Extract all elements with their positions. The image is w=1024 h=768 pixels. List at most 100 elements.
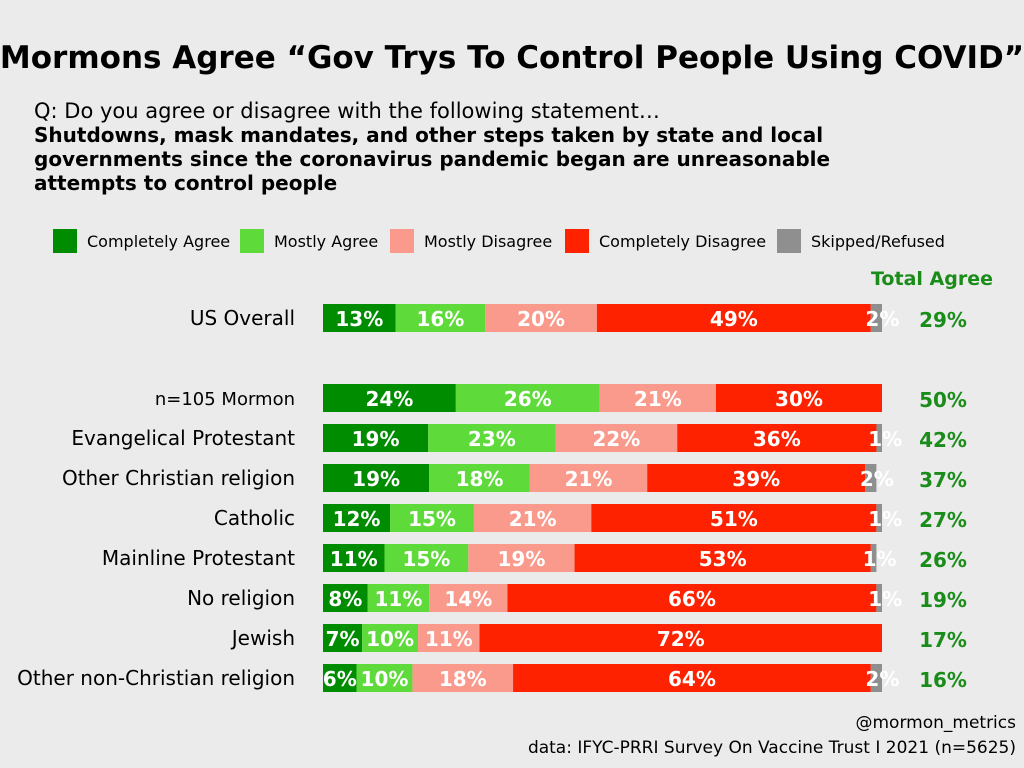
bar-segment — [323, 624, 363, 652]
bar-value-label: 22% — [592, 427, 640, 451]
bar-value-label: 15% — [402, 547, 450, 571]
legend: Completely Agree Mostly Agree Mostly Disag… — [53, 229, 945, 253]
bar-segment — [529, 464, 648, 492]
bar-segment — [876, 424, 882, 452]
bar-segment — [428, 424, 556, 452]
bar-value-label: 72% — [657, 627, 705, 651]
bar-value-label: 1% — [863, 547, 897, 571]
total-agree-value: 27% — [919, 508, 967, 532]
question-text: Q: Do you agree or disagree with the fol… — [34, 99, 660, 123]
legend-swatch — [240, 229, 264, 253]
bar-segment — [485, 304, 597, 332]
bar-value-label: 10% — [366, 627, 414, 651]
category-label: Other Christian religion — [62, 466, 295, 490]
bar-value-label: 6% — [323, 667, 357, 691]
bar-segment — [647, 464, 866, 492]
bar-segment — [555, 424, 678, 452]
total-agree-value: 37% — [919, 468, 967, 492]
bar-value-label: 36% — [753, 427, 801, 451]
category-label: Evangelical Protestant — [71, 426, 295, 450]
category-label: Catholic — [214, 506, 295, 530]
bar-value-label: 39% — [732, 467, 780, 491]
bar-value-label: 26% — [504, 387, 552, 411]
total-agree-value: 26% — [919, 548, 967, 572]
bar-value-label: 7% — [326, 627, 360, 651]
bar-value-label: 19% — [352, 467, 400, 491]
total-agree-value: 50% — [919, 388, 967, 412]
bar-segment — [574, 544, 871, 572]
bar-value-label: 18% — [439, 667, 487, 691]
category-label: n=105 Mormon — [155, 389, 295, 410]
bar-value-label: 23% — [468, 427, 516, 451]
bar-value-label: 66% — [668, 587, 716, 611]
bar-segment — [870, 664, 882, 692]
statement-line-1: Shutdowns, mask mandates, and other step… — [34, 123, 823, 147]
bar-segment — [412, 664, 514, 692]
bar-segment — [876, 584, 882, 612]
bar-segment — [677, 424, 877, 452]
bar-segment — [395, 304, 486, 332]
chart-title: Mormons Agree “Gov Trys To Control Peopl… — [0, 40, 1024, 76]
bar-value-label: 64% — [668, 667, 716, 691]
bar-segment — [870, 544, 877, 572]
bar-segment — [362, 624, 419, 652]
bar-value-label: 1% — [868, 427, 902, 451]
bar-value-label: 10% — [361, 667, 409, 691]
bar-segment — [323, 424, 429, 452]
bar-segment — [468, 544, 575, 572]
bar-value-label: 21% — [634, 387, 682, 411]
bar-segment — [870, 304, 882, 332]
bar-segment — [473, 504, 592, 532]
bar-segment — [323, 664, 357, 692]
bar-segment — [390, 504, 474, 532]
statement-line-3: attempts to control people — [34, 171, 337, 195]
bar-value-label: 51% — [710, 507, 758, 531]
bar-segment — [599, 384, 716, 412]
bar-value-label: 8% — [328, 587, 362, 611]
bar-segment — [513, 664, 871, 692]
bar-value-label: 53% — [699, 547, 747, 571]
bar-value-label: 18% — [456, 467, 504, 491]
bar-segment — [865, 464, 877, 492]
bar-value-label: 13% — [335, 307, 383, 331]
total-agree-value: 42% — [919, 428, 967, 452]
bar-value-label: 21% — [509, 507, 557, 531]
bar-segment — [418, 624, 480, 652]
bar-value-label: 11% — [330, 547, 378, 571]
bar-value-label: 30% — [775, 387, 823, 411]
statement-line-2: governments since the coronavirus pandem… — [34, 147, 830, 171]
bar-value-label: 19% — [352, 427, 400, 451]
bar-segment — [479, 624, 882, 652]
bar-value-label: 21% — [565, 467, 613, 491]
legend-label: Completely Agree — [87, 232, 230, 251]
source-note: data: IFYC-PRRI Survey On Vaccine Trust … — [528, 738, 1016, 758]
bar-value-label: 2% — [860, 467, 894, 491]
legend-swatch — [565, 229, 589, 253]
legend-label: Mostly Disagree — [424, 232, 552, 251]
bar-segment — [429, 464, 530, 492]
bar-value-label: 16% — [416, 307, 464, 331]
bar-value-label: 1% — [868, 507, 902, 531]
bar-segment — [323, 584, 368, 612]
total-agree-header: Total Agree — [871, 268, 993, 290]
category-label: Other non-Christian religion — [17, 666, 295, 690]
bar-value-label: 11% — [375, 587, 423, 611]
bar-segment — [323, 544, 385, 572]
bar-value-label: 20% — [517, 307, 565, 331]
bar-segment — [384, 544, 469, 572]
total-agree-value: 19% — [919, 588, 967, 612]
bar-value-label: 49% — [710, 307, 758, 331]
bar-segment — [876, 504, 882, 532]
legend-label: Completely Disagree — [599, 232, 766, 251]
category-label: Mainline Protestant — [102, 546, 295, 570]
legend-swatch — [390, 229, 414, 253]
bar-value-label: 11% — [425, 627, 473, 651]
bar-value-label: 12% — [333, 507, 381, 531]
bar-value-label: 2% — [865, 307, 899, 331]
bar-value-label: 24% — [365, 387, 413, 411]
bar-value-label: 15% — [408, 507, 456, 531]
bar-segment — [323, 384, 456, 412]
bars: US Overall 13% 16% 20% 49% 2% 29% n=105 Mormon 2… — [17, 304, 967, 692]
